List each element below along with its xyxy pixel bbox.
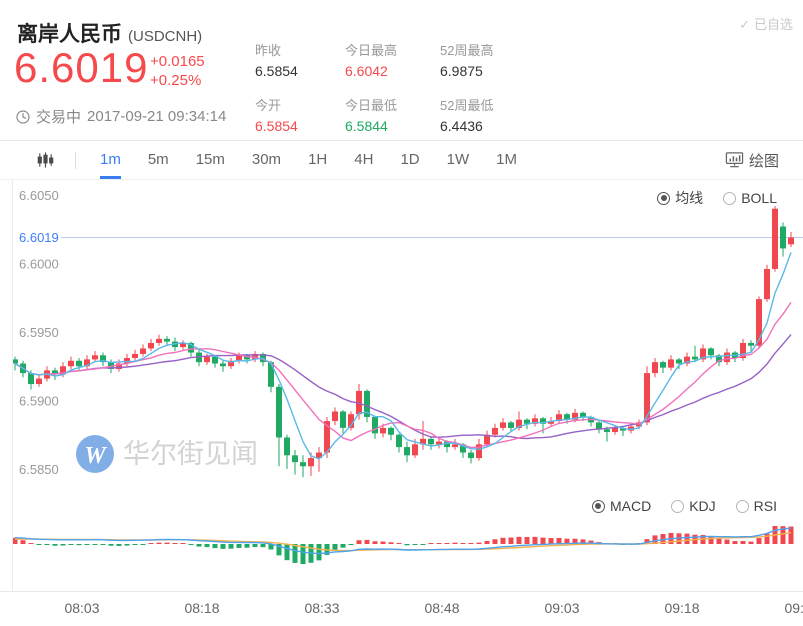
draw-chart-icon	[725, 152, 744, 168]
x-tick: 08:18	[184, 600, 220, 616]
stat-52w-high: 52周最高 6.9875	[440, 43, 494, 79]
indicator-option-kdj[interactable]: KDJ	[671, 498, 716, 514]
y-tick: 6.6000	[19, 257, 59, 272]
instrument-symbol: (USDCNH)	[128, 28, 203, 45]
indicator-selector: MACD KDJ RSI	[591, 498, 777, 514]
draw-tools-label: 绘图	[748, 152, 779, 170]
stat-open: 今开 6.5854	[255, 98, 298, 134]
radio-unselected-icon	[723, 191, 737, 205]
price-change: +0.0165	[150, 53, 205, 70]
tab-1d[interactable]: 1D	[400, 151, 420, 168]
chart-canvas-wrap: W 华尔街见闻 6.6050 6.6000 6.5950 6.5900 6.58…	[12, 180, 803, 592]
candlestick-type-button[interactable]	[36, 150, 55, 170]
x-tick: 08:48	[424, 600, 460, 616]
radio-unselected-icon	[735, 499, 749, 513]
tab-1h[interactable]: 1H	[308, 151, 328, 168]
stat-prev-close: 昨收 6.5854	[255, 43, 298, 79]
watchlist-button[interactable]: ✓ 已自选	[739, 14, 793, 33]
time-axis: 08:03 08:18 08:33 08:48 09:03 09:18 09:3…	[0, 592, 803, 625]
current-price-label: 6.6019	[19, 230, 59, 245]
tab-1mo[interactable]: 1M	[496, 151, 517, 168]
watermark-logo: W	[84, 443, 107, 469]
tab-1m[interactable]: 1m	[100, 141, 121, 179]
toolbar-divider	[75, 151, 76, 169]
overlay-option-boll[interactable]: BOLL	[723, 190, 777, 206]
tab-4h[interactable]: 4H	[354, 151, 374, 168]
draw-tools-button[interactable]: 绘图	[725, 150, 779, 171]
stat-52w-low: 52周最低 6.4436	[440, 98, 494, 134]
y-tick: 6.5900	[19, 394, 59, 409]
x-tick: 09:03	[544, 600, 580, 616]
indicator-option-macd[interactable]: MACD	[591, 498, 652, 514]
overlay-ma-label: 均线	[675, 190, 704, 206]
indicator-macd-label: MACD	[609, 498, 652, 514]
stat-day-high: 今日最高 6.6042	[345, 43, 398, 79]
quote-datetime: 2017-09-21 09:34:14	[87, 108, 227, 125]
indicator-kdj-label: KDJ	[689, 498, 716, 514]
x-tick: 09:18	[664, 600, 700, 616]
last-price: 6.6019	[14, 44, 149, 91]
tab-1w[interactable]: 1W	[446, 151, 470, 168]
instrument-name: 离岸人民币	[17, 23, 122, 46]
y-tick: 6.5850	[19, 462, 59, 477]
candlestick-chart[interactable]: W 华尔街见闻 6.6050 6.6000 6.5950 6.5900 6.58…	[12, 180, 803, 592]
indicator-rsi-label: RSI	[753, 498, 777, 514]
chart-toolbar: 1m 5m 15m 30m 1H 4H 1D 1W 1M 绘图	[0, 140, 803, 179]
price-change-percent: +0.25%	[150, 72, 202, 89]
tab-30m[interactable]: 30m	[251, 151, 282, 168]
y-tick: 6.6050	[19, 188, 59, 203]
instrument-title-row: 离岸人民币 (USDCNH)	[17, 18, 202, 48]
trading-status: 交易中	[36, 109, 82, 126]
quote-header: 离岸人民币 (USDCNH) ✓ 已自选 6.6019 +0.0165 +0.25%…	[0, 0, 803, 140]
y-axis-labels: 6.6050 6.6000 6.5950 6.5900 6.5850	[19, 188, 59, 477]
watermark: W 华尔街见闻	[76, 435, 258, 473]
watchlist-label: 已自选	[753, 17, 793, 32]
price-change-block: +0.0165 +0.25%	[150, 52, 205, 90]
macd-layer	[12, 525, 794, 564]
overlay-boll-label: BOLL	[741, 190, 777, 206]
x-tick: 08:03	[64, 600, 100, 616]
x-tick: 09:33	[784, 600, 803, 616]
candlestick-icon	[37, 152, 54, 168]
overlay-option-ma[interactable]: 均线	[657, 188, 703, 208]
x-tick: 08:33	[304, 600, 340, 616]
chart-region: W 华尔街见闻 6.6050 6.6000 6.5950 6.5900 6.58…	[0, 179, 803, 592]
stats-grid: 昨收 6.5854 今日最高 6.6042 52周最高 6.9875 今开 6.…	[255, 40, 493, 134]
watermark-text: 华尔街见闻	[123, 439, 258, 469]
radio-selected-icon	[657, 191, 671, 205]
tab-15m[interactable]: 15m	[195, 151, 225, 168]
clock-icon	[16, 109, 30, 124]
stat-day-low: 今日最低 6.5844	[345, 98, 398, 134]
overlay-selector: 均线 BOLL	[657, 188, 777, 208]
check-icon: ✓	[739, 17, 750, 32]
radio-selected-icon	[591, 499, 605, 513]
tab-5m[interactable]: 5m	[147, 151, 169, 168]
y-tick: 6.5950	[19, 325, 59, 340]
moving-averages-layer	[14, 252, 792, 460]
radio-unselected-icon	[671, 499, 685, 513]
trading-status-row: 交易中 2017-09-21 09:34:14	[16, 106, 226, 127]
price-label-bg	[13, 229, 60, 246]
indicator-option-rsi[interactable]: RSI	[735, 498, 777, 514]
